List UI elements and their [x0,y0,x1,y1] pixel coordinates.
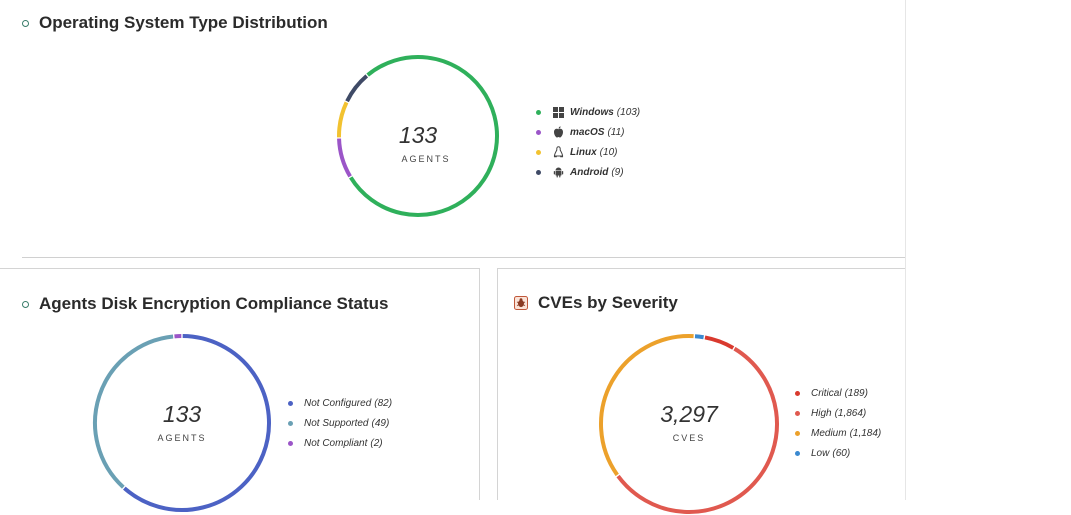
cve-segment-critical[interactable] [705,337,733,347]
legend-count: (1,184) [850,428,882,439]
windows-icon [552,106,564,118]
cve-segment-high[interactable] [618,349,777,512]
os-agents-label: AGENTS [366,154,486,164]
legend-count: (9) [611,167,623,178]
legend-dot [536,150,541,155]
legend-dot [795,391,800,396]
legend-item-high[interactable]: High (1,864) [795,403,881,423]
legend-count: (189) [845,388,868,399]
legend-label: Windows [570,107,614,118]
disk-encryption-panel: Agents Disk Encryption Compliance Status… [0,268,480,500]
legend-item-not-supported[interactable]: Not Supported (49) [288,413,392,433]
legend-label: Critical [811,388,842,399]
encryption-legend: Not Configured (82) Not Supported (49) N… [288,393,392,453]
legend-count: (49) [372,418,390,429]
os-panel-header: Operating System Type Distribution [22,13,328,33]
legend-item-not-compliant[interactable]: Not Compliant (2) [288,433,392,453]
legend-item-low[interactable]: Low (60) [795,443,881,463]
cves-by-severity-panel: CVEs by Severity 3,297 CVES Critical (18… [497,268,905,500]
legend-item-critical[interactable]: Critical (189) [795,383,881,403]
panel-bullet-icon [22,20,29,27]
legend-item-not-configured[interactable]: Not Configured (82) [288,393,392,413]
legend-label: Not Configured [304,398,371,409]
vertical-divider [905,0,906,500]
os-panel-title: Operating System Type Distribution [39,13,328,33]
bug-icon [514,296,528,310]
legend-dot [795,451,800,456]
os-total-agents: 133 [358,122,478,149]
legend-dot [536,130,541,135]
legend-label: Linux [570,147,597,158]
legend-item-macos[interactable]: macOS (11) [536,122,640,142]
encryption-panel-header: Agents Disk Encryption Compliance Status [22,294,389,314]
cve-legend: Critical (189) High (1,864) Medium (1,18… [795,383,881,463]
os-segment-macos[interactable] [339,139,350,177]
linux-icon [552,146,564,158]
legend-item-android[interactable]: Android (9) [536,162,640,182]
legend-dot [536,110,541,115]
encryption-panel-title: Agents Disk Encryption Compliance Status [39,294,389,314]
legend-dot [536,170,541,175]
android-icon [552,166,564,178]
legend-dot [288,441,293,446]
panel-bullet-icon [22,301,29,308]
legend-label: Low [811,448,829,459]
legend-count: (82) [374,398,392,409]
legend-label: Not Compliant [304,438,367,449]
legend-label: High [811,408,832,419]
encryption-agents-label: AGENTS [122,433,242,443]
legend-count: (10) [600,147,618,158]
encryption-total-agents: 133 [122,401,242,428]
apple-icon [552,126,564,138]
os-segment-android[interactable] [347,76,367,101]
legend-count: (11) [607,127,624,138]
cve-segment-low[interactable] [695,336,704,337]
legend-dot [795,411,800,416]
legend-count: (2) [370,438,382,449]
legend-dot [288,401,293,406]
legend-label: macOS [570,127,604,138]
legend-item-windows[interactable]: Windows (103) [536,102,640,122]
legend-dot [288,421,293,426]
legend-label: Android [570,167,608,178]
legend-item-medium[interactable]: Medium (1,184) [795,423,881,443]
cve-count-label: CVES [629,433,749,443]
cve-panel-header: CVEs by Severity [514,293,678,313]
legend-count: (103) [617,107,640,118]
legend-label: Not Supported [304,418,369,429]
os-legend: Windows (103) macOS (11) Linux (10) Andr… [536,102,640,182]
legend-count: (1,864) [835,408,867,419]
legend-dot [795,431,800,436]
legend-count: (60) [832,448,850,459]
legend-label: Medium [811,428,847,439]
legend-item-linux[interactable]: Linux (10) [536,142,640,162]
os-distribution-panel: Operating System Type Distribution 133 A… [0,0,905,257]
section-divider [22,257,905,258]
cve-panel-title: CVEs by Severity [538,293,678,313]
cve-total-count: 3,297 [629,401,749,428]
os-segment-linux[interactable] [339,102,347,137]
